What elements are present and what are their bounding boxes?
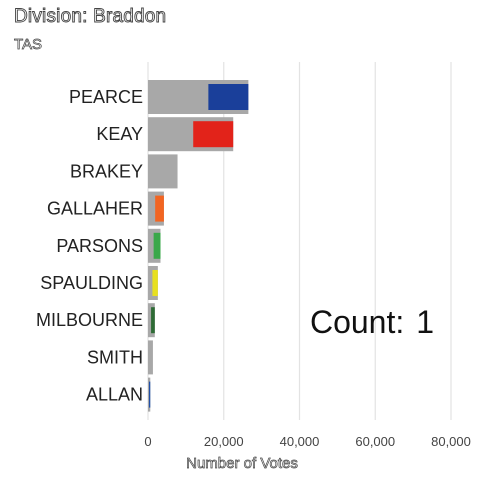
party-logo bbox=[193, 121, 234, 148]
gridlines bbox=[147, 62, 452, 420]
x-tick-labels: 0 20,000 40,000 60,000 80,000 bbox=[144, 434, 471, 449]
category-label: SMITH bbox=[87, 347, 143, 367]
party-logo bbox=[152, 270, 158, 296]
bar bbox=[148, 340, 153, 375]
x-tick-label: 60,000 bbox=[355, 434, 395, 449]
category-label: MILBOURNE bbox=[36, 310, 143, 330]
count-value: 1 bbox=[416, 304, 434, 340]
party-logo bbox=[155, 195, 164, 222]
category-label: ALLAN bbox=[86, 385, 143, 405]
bar bbox=[148, 154, 178, 189]
count-label: Count: bbox=[310, 304, 404, 340]
x-tick-label: 80,000 bbox=[431, 434, 471, 449]
party-logo bbox=[153, 232, 161, 259]
party-logo bbox=[149, 381, 151, 408]
bars bbox=[148, 80, 249, 412]
count-readout: Count: 1 bbox=[310, 304, 434, 340]
category-labels: PEARCE KEAY BRAKEY GALLAHER PARSONS SPAULDING… bbox=[36, 87, 143, 405]
x-tick-label: 0 bbox=[144, 434, 151, 449]
party-logo bbox=[208, 84, 249, 110]
x-tick-label: 40,000 bbox=[280, 434, 320, 449]
party-logo bbox=[151, 307, 155, 334]
x-axis-title: Number of Votes bbox=[186, 455, 298, 472]
category-label: PARSONS bbox=[56, 236, 143, 256]
chart-subtitle: TAS bbox=[14, 36, 43, 54]
category-label: GALLAHER bbox=[47, 199, 143, 219]
category-label: BRAKEY bbox=[70, 161, 143, 181]
chart-title: Division: Braddon bbox=[14, 6, 167, 28]
x-tick-label: 20,000 bbox=[204, 434, 244, 449]
category-label: PEARCE bbox=[69, 87, 143, 107]
category-label: KEAY bbox=[96, 124, 143, 144]
category-label: SPAULDING bbox=[40, 273, 143, 293]
